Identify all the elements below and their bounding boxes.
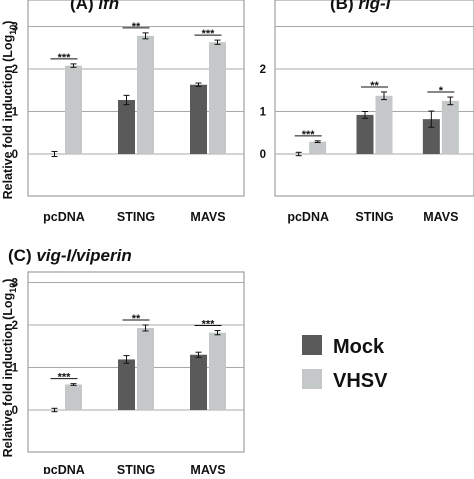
x-category-label: pcDNA	[43, 463, 85, 474]
x-category-label: pcDNA	[287, 210, 329, 224]
y-tick-label: 2	[260, 64, 266, 76]
bar-vhsv-pcdna	[65, 384, 82, 410]
bar-vhsv-sting	[137, 327, 154, 410]
x-category-label: STING	[355, 210, 393, 224]
x-category-label: STING	[117, 463, 155, 474]
significance-stars: ***	[202, 319, 216, 331]
x-category-label: MAVS	[190, 463, 225, 474]
bar-mock-sting	[118, 359, 135, 410]
legend-swatch-vhsv	[302, 369, 322, 389]
y-tick-label: 1	[260, 107, 267, 119]
bar-mock-mavs	[190, 354, 207, 410]
y-tick-label: 0	[260, 149, 266, 161]
panel-title: (B) rig-I	[330, 0, 392, 13]
bar-mock-mavs	[422, 119, 440, 154]
y-tick-label: 2	[12, 64, 18, 76]
x-category-label: STING	[117, 210, 155, 224]
significance-stars: *	[439, 85, 444, 97]
y-axis-label-subscript: 10	[8, 25, 18, 35]
bar-vhsv-pcdna	[309, 141, 327, 154]
x-category-label: MAVS	[423, 210, 458, 224]
y-axis-label: Relative fold induction (Log10)	[1, 279, 18, 458]
panel-a: 0 1 2 3 (A) ifn Relative fold induction (Log1…	[1, 0, 245, 224]
significance-stars: **	[370, 80, 379, 92]
bar-vhsv-sting	[137, 35, 154, 154]
panel-title-prefix: (A)	[70, 0, 98, 13]
bar-vhsv-pcdna	[65, 65, 82, 154]
bar-mock-sting	[118, 100, 135, 154]
legend-label-mock: Mock	[333, 336, 385, 358]
panel-title-gene: vig-I/viperin	[36, 246, 131, 265]
y-tick-label: 2	[12, 320, 18, 332]
y-axis-label-subscript: 10	[8, 283, 18, 293]
significance-stars: **	[132, 21, 141, 33]
y-tick-label: 0	[12, 405, 18, 417]
significance-stars: ***	[58, 52, 72, 64]
panel-title: (C) vig-I/viperin	[8, 246, 132, 265]
x-category-label: MAVS	[190, 210, 225, 224]
y-axis-label-close: )	[1, 21, 15, 25]
y-tick-label: 1	[12, 107, 19, 119]
significance-stars: ***	[58, 372, 72, 384]
significance-stars: **	[132, 313, 141, 325]
y-axis-label-main: Relative fold induction (Log	[1, 293, 15, 458]
legend: Mock VHSV	[302, 335, 388, 392]
panel-title-prefix: (C)	[8, 246, 36, 265]
panel-title: (A) ifn	[70, 0, 119, 13]
y-tick-label: 3	[12, 22, 18, 34]
y-tick-label: 3	[12, 278, 18, 290]
plot-frame	[27, 271, 245, 453]
y-axis-label-main: Relative fold induction (Log	[1, 35, 15, 200]
x-category-label: pcDNA	[43, 210, 85, 224]
y-tick-label: 0	[12, 149, 18, 161]
bar-vhsv-sting	[375, 95, 393, 154]
significance-stars: ***	[202, 28, 216, 40]
plot-frame	[27, 0, 245, 197]
plot-frame	[274, 0, 474, 197]
legend-label-vhsv: VHSV	[333, 370, 388, 392]
bar-mock-mavs	[190, 84, 207, 154]
bar-vhsv-mavs	[209, 332, 226, 410]
panel-title-gene: rig-I	[358, 0, 391, 13]
panel-title-gene: ifn	[98, 0, 119, 13]
y-tick-label: 1	[12, 363, 19, 375]
bar-vhsv-mavs	[441, 100, 459, 154]
y-axis-label-close: )	[1, 279, 15, 283]
legend-swatch-mock	[302, 335, 322, 355]
bar-vhsv-mavs	[209, 42, 226, 154]
panel-title-prefix: (B)	[330, 0, 358, 13]
bar-mock-sting	[356, 114, 374, 154]
significance-stars: ***	[302, 129, 316, 141]
panel-b: 0 1 2 (B) rig-I *** pcDNA ** STING * MAVS	[260, 0, 474, 224]
y-axis-label: Relative fold induction (Log10)	[1, 21, 18, 200]
panel-c: 0 1 2 3 (C) vig-I/viperin Relative fold induc…	[1, 246, 245, 477]
